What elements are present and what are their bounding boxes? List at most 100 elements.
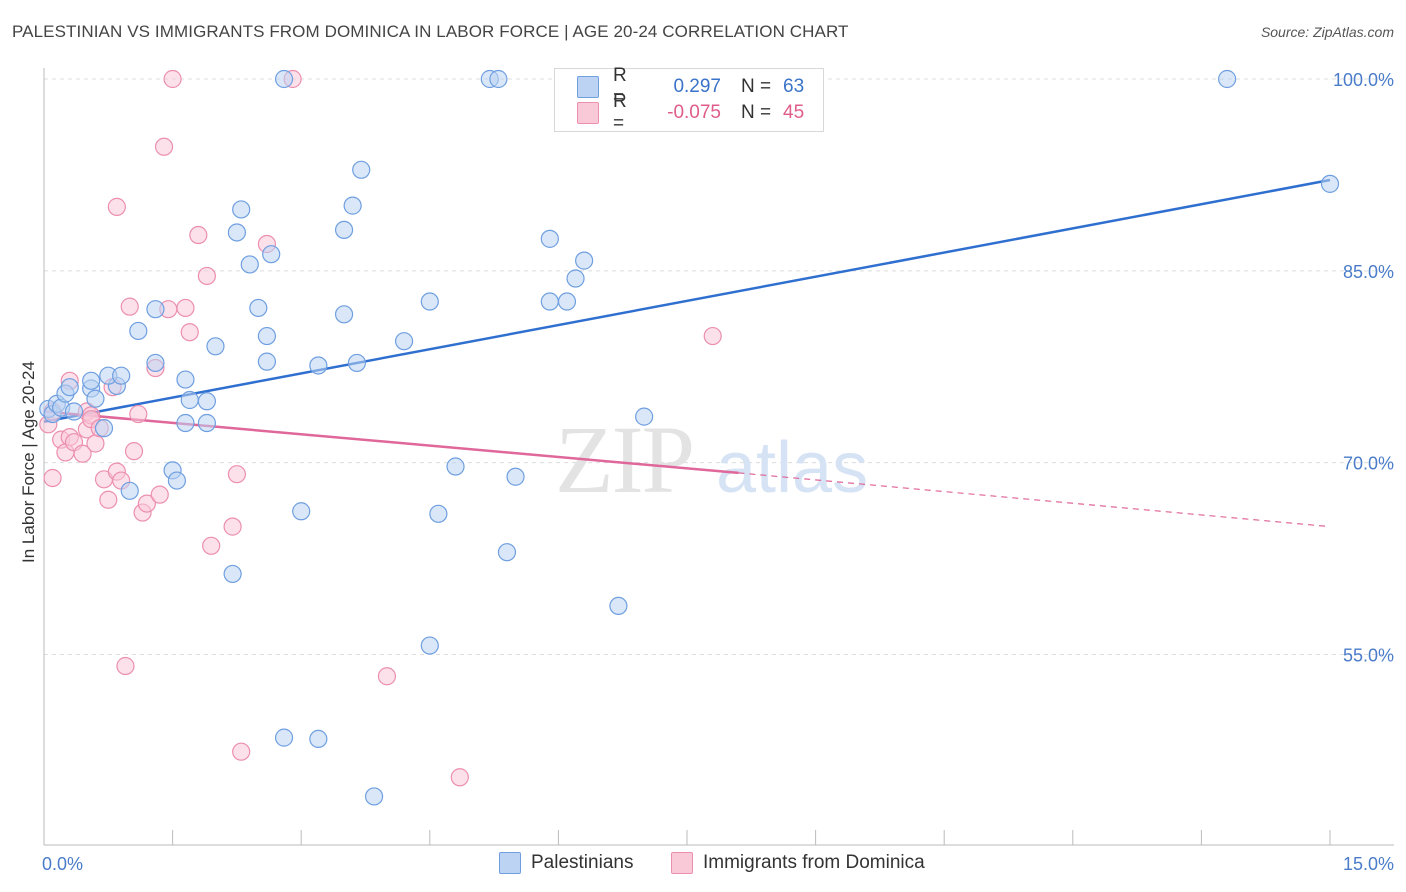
series-legend-palestinians: Palestinians: [499, 852, 633, 874]
palestinian-point: [446, 457, 465, 476]
palestinian-point: [309, 729, 328, 749]
x-tick-label: 0.0%: [42, 854, 83, 874]
palestinian-point: [82, 371, 101, 390]
dominica-point: [202, 536, 221, 555]
legend-n-label: N =: [741, 76, 772, 97]
dominica-point: [124, 442, 144, 461]
legend-r-label: R =: [613, 91, 627, 134]
legend-n-value: 45: [783, 102, 805, 123]
series-legend-label: Palestinians: [531, 852, 634, 873]
y-tick-label: 55.0%: [1343, 646, 1394, 666]
dominica-point: [180, 323, 199, 342]
palestinian-point: [274, 69, 294, 89]
legend-n-label: N =: [741, 102, 772, 123]
dominica-point: [703, 326, 722, 346]
dominica-point: [137, 494, 156, 513]
dominica-point: [232, 742, 251, 761]
dominica-point: [107, 197, 126, 216]
palestinian-point: [112, 366, 131, 385]
dominica-point: [450, 768, 469, 787]
palestinian-point: [146, 353, 165, 373]
axes: [43, 68, 1394, 846]
dominica-point: [86, 434, 105, 453]
palestinian-point: [557, 292, 577, 311]
palestinian-point: [249, 298, 268, 318]
dominica-point: [150, 485, 169, 504]
dominica-point: [189, 225, 208, 245]
palestinian-point: [394, 332, 414, 351]
dominica-point: [116, 656, 135, 676]
palestinian-point: [197, 392, 216, 411]
dominica-point: [43, 468, 62, 488]
dominica-points: [39, 69, 722, 787]
stats-legend: R = 0.297 N = 63 R = -0.075 N = 45: [554, 65, 824, 134]
watermark-atlas: atlas: [716, 428, 868, 508]
y-tick-label: 85.0%: [1343, 262, 1394, 282]
legend-row-dominica: R = -0.075 N = 45: [577, 91, 805, 134]
dominica-point: [176, 298, 195, 318]
palestinian-point: [609, 596, 628, 616]
palestinian-point: [86, 389, 105, 408]
x-tick-label: 15.0%: [1343, 854, 1394, 874]
dominica-point: [377, 667, 397, 686]
dominica-point: [129, 404, 148, 424]
palestinian-point: [262, 245, 281, 264]
palestinian-point: [347, 353, 367, 373]
legend-row-palestinians: R = 0.297 N = 63: [577, 65, 805, 108]
palestinian-point: [60, 378, 79, 397]
palestinian-trend-line: [43, 178, 1331, 423]
y-tick-labels: 55.0% 70.0% 85.0% 100.0%: [1333, 70, 1394, 666]
palestinian-point: [257, 352, 277, 371]
palestinian-point: [343, 196, 362, 215]
palestinian-point: [635, 407, 654, 426]
palestinian-point: [232, 200, 251, 219]
palestinian-point: [129, 321, 148, 341]
y-tick-label: 100.0%: [1333, 70, 1394, 90]
source-label: Source: ZipAtlas.com: [1260, 24, 1394, 40]
palestinian-point: [506, 467, 525, 486]
palestinian-point: [309, 356, 328, 375]
palestinian-point: [566, 269, 585, 288]
legend-r-label: R =: [613, 65, 627, 108]
dominica-trend-line: [43, 410, 739, 475]
palestinian-point: [352, 160, 371, 179]
palestinian-point: [334, 220, 354, 240]
dominica-point: [163, 69, 182, 89]
palestinian-point: [274, 728, 294, 747]
palestinian-point: [1320, 174, 1340, 193]
palestinian-point: [176, 413, 195, 433]
palestinian-point: [64, 402, 84, 421]
palestinian-point: [497, 543, 517, 562]
dominica-point: [227, 465, 246, 484]
palestinian-point: [197, 413, 216, 433]
palestinian-point: [420, 292, 439, 311]
palestinian-point: [206, 337, 225, 356]
x-ticks: [43, 830, 1331, 845]
palestinian-point: [257, 326, 277, 346]
x-tick-labels: 0.0% 15.0%: [42, 854, 1394, 874]
y-axis-label: In Labor Force | Age 20-24: [19, 361, 38, 563]
grid-lines: [44, 78, 1394, 655]
watermark: ZIP atlas: [555, 406, 868, 513]
palestinian-point: [176, 370, 195, 389]
palestinian-point: [180, 390, 199, 410]
chart-title: PALESTINIAN VS IMMIGRANTS FROM DOMINICA …: [12, 22, 849, 41]
trend-lines: [43, 178, 1331, 528]
palestinian-point: [429, 504, 448, 523]
palestinian-point: [575, 251, 594, 270]
palestinian-point: [240, 255, 259, 274]
dominica-point: [197, 266, 216, 286]
palestinian-point: [94, 419, 114, 438]
series-legend: Palestinians Immigrants from Dominica: [0, 852, 1406, 878]
dominica-point: [223, 517, 242, 536]
palestinian-point: [120, 481, 139, 500]
palestinian-point: [420, 636, 439, 655]
legend-n-value: 63: [783, 76, 805, 97]
palestinian-points: [39, 69, 1340, 806]
legend-r-value: 0.297: [673, 76, 721, 97]
palestinian-point: [167, 471, 186, 490]
palestinian-point: [489, 69, 508, 89]
series-swatch-blue: [499, 852, 521, 874]
legend-swatch-pink: [577, 102, 599, 124]
